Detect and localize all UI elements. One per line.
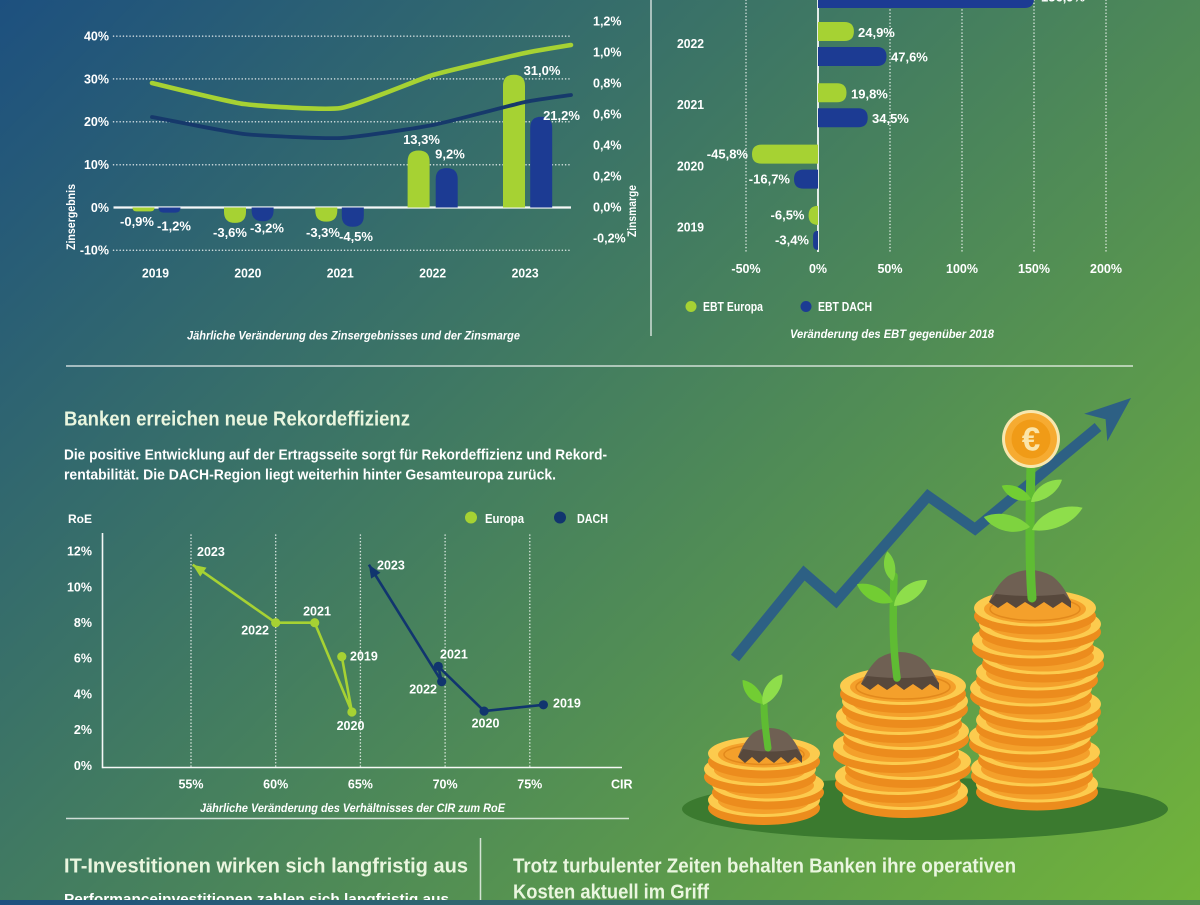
svg-text:Jährliche Veränderung des Zins: Jährliche Veränderung des Zinsergebnisse…	[187, 331, 521, 343]
svg-text:-50%: -50%	[731, 262, 760, 276]
svg-text:1,2%: 1,2%	[593, 15, 622, 29]
svg-text:2022: 2022	[419, 266, 446, 281]
svg-text:13,3%: 13,3%	[403, 132, 440, 147]
svg-text:75%: 75%	[517, 778, 542, 792]
svg-text:IT-Investitionen wirken sich l: IT-Investitionen wirken sich langfristig…	[64, 856, 468, 878]
svg-text:Zinsergebnis: Zinsergebnis	[66, 184, 78, 250]
svg-text:2021: 2021	[440, 648, 468, 662]
svg-text:65%: 65%	[348, 778, 373, 792]
svg-text:47,6%: 47,6%	[891, 50, 928, 65]
svg-text:RoE: RoE	[68, 512, 92, 526]
svg-text:55%: 55%	[178, 778, 203, 792]
svg-text:-4,5%: -4,5%	[339, 229, 373, 244]
svg-text:2021: 2021	[677, 97, 704, 112]
svg-text:2023: 2023	[512, 266, 539, 281]
svg-text:0%: 0%	[809, 262, 827, 276]
svg-text:100%: 100%	[946, 262, 978, 276]
svg-text:-3,3%: -3,3%	[306, 225, 340, 240]
svg-text:Jährliche Veränderung des Verh: Jährliche Veränderung des Verhältnisses …	[200, 803, 505, 815]
svg-text:DACH: DACH	[577, 512, 608, 526]
svg-text:-0,9%: -0,9%	[120, 214, 154, 229]
svg-text:-3,6%: -3,6%	[213, 225, 247, 240]
svg-text:40%: 40%	[84, 29, 109, 43]
svg-text:50%: 50%	[877, 262, 902, 276]
svg-text:2020: 2020	[677, 158, 704, 173]
svg-text:10%: 10%	[67, 580, 92, 594]
svg-text:-10%: -10%	[80, 244, 109, 258]
svg-text:8%: 8%	[74, 616, 92, 630]
svg-text:CIR: CIR	[611, 778, 633, 792]
svg-text:2021: 2021	[303, 605, 331, 619]
svg-text:-6,5%: -6,5%	[771, 208, 805, 223]
svg-text:0,2%: 0,2%	[593, 169, 622, 183]
svg-text:10%: 10%	[84, 158, 109, 172]
svg-text:2020: 2020	[472, 717, 500, 731]
svg-text:2021: 2021	[327, 266, 354, 281]
svg-text:31,0%: 31,0%	[524, 63, 561, 78]
svg-text:EBT Europa: EBT Europa	[703, 300, 764, 314]
svg-text:30%: 30%	[84, 72, 109, 86]
svg-text:4%: 4%	[74, 687, 92, 701]
svg-text:24,9%: 24,9%	[858, 25, 895, 40]
svg-text:-1,2%: -1,2%	[157, 219, 191, 234]
svg-text:-3,4%: -3,4%	[775, 233, 809, 248]
svg-text:Europa: Europa	[485, 512, 525, 526]
svg-text:2022: 2022	[409, 683, 437, 697]
svg-text:150%: 150%	[1018, 262, 1050, 276]
svg-text:9,2%: 9,2%	[435, 147, 465, 162]
svg-text:EBT DACH: EBT DACH	[818, 300, 872, 314]
svg-text:156,9%: 156,9%	[1041, 0, 1086, 5]
svg-text:Banken erreichen neue Rekordef: Banken erreichen neue Rekordeffizienz	[64, 409, 410, 431]
svg-text:6%: 6%	[74, 652, 92, 666]
svg-text:200%: 200%	[1090, 262, 1122, 276]
svg-text:€: €	[1022, 421, 1040, 458]
svg-text:-45,8%: -45,8%	[707, 147, 749, 162]
svg-text:Zinsmarge: Zinsmarge	[627, 185, 639, 237]
svg-text:-3,2%: -3,2%	[250, 221, 284, 236]
svg-text:0%: 0%	[91, 201, 109, 215]
svg-text:20%: 20%	[84, 115, 109, 129]
svg-text:0,8%: 0,8%	[593, 77, 622, 91]
svg-text:2022: 2022	[241, 624, 269, 638]
svg-text:2%: 2%	[74, 723, 92, 737]
svg-text:2020: 2020	[337, 719, 365, 733]
svg-text:12%: 12%	[67, 545, 92, 559]
svg-text:2023: 2023	[197, 545, 225, 559]
svg-text:2019: 2019	[350, 650, 378, 664]
svg-text:70%: 70%	[433, 778, 458, 792]
svg-text:-0,2%: -0,2%	[593, 231, 626, 245]
svg-text:0,0%: 0,0%	[593, 200, 622, 214]
svg-text:Veränderung des EBT gegenüber: Veränderung des EBT gegenüber 2018	[790, 329, 995, 341]
svg-text:19,8%: 19,8%	[851, 87, 888, 102]
svg-text:21,2%: 21,2%	[543, 108, 580, 123]
svg-text:Trotz turbulenter Zeiten behal: Trotz turbulenter Zeiten behalten Banken…	[513, 856, 1016, 878]
svg-text:60%: 60%	[263, 778, 288, 792]
svg-text:Kosten aktuell im Griff: Kosten aktuell im Griff	[513, 882, 709, 901]
svg-text:0,4%: 0,4%	[593, 138, 622, 152]
svg-text:0,6%: 0,6%	[593, 107, 622, 121]
svg-text:2019: 2019	[553, 697, 581, 711]
svg-text:34,5%: 34,5%	[872, 111, 909, 126]
svg-text:Performanceinvestitionen zahle: Performanceinvestitionen zahlen sich lan…	[64, 892, 449, 900]
svg-text:Die positive Entwicklung auf d: Die positive Entwicklung auf der Ertrags…	[64, 448, 607, 464]
svg-text:0%: 0%	[74, 759, 92, 773]
svg-text:2020: 2020	[234, 266, 261, 281]
svg-text:2023: 2023	[377, 559, 405, 573]
svg-text:1,0%: 1,0%	[593, 46, 622, 60]
svg-text:-16,7%: -16,7%	[749, 172, 791, 187]
svg-text:2019: 2019	[142, 266, 169, 281]
svg-text:2019: 2019	[677, 220, 704, 235]
svg-text:2022: 2022	[677, 36, 704, 51]
svg-text:rentabilität. Die DACH-Region: rentabilität. Die DACH-Region liegt weit…	[64, 468, 556, 484]
